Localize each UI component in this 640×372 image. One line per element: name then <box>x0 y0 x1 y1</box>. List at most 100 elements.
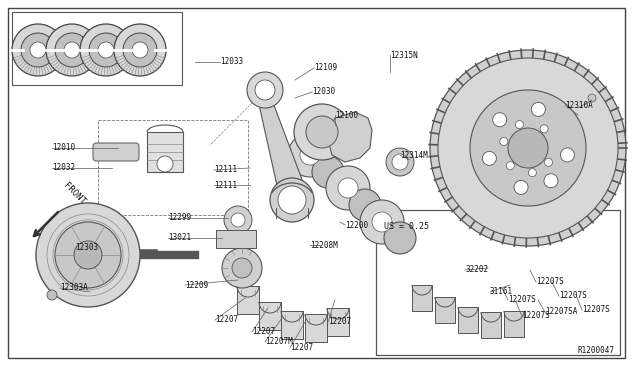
Circle shape <box>514 180 528 195</box>
Circle shape <box>55 33 89 67</box>
Circle shape <box>306 116 338 148</box>
Circle shape <box>157 156 173 172</box>
Bar <box>327 308 349 336</box>
Text: 12207S: 12207S <box>536 278 564 286</box>
Text: 12207: 12207 <box>252 327 275 337</box>
Text: 12208M: 12208M <box>310 241 338 250</box>
Text: 12207: 12207 <box>290 343 313 353</box>
Bar <box>12 12 182 85</box>
Circle shape <box>531 102 545 116</box>
Text: 12314M: 12314M <box>400 151 428 160</box>
Bar <box>259 302 281 330</box>
Circle shape <box>80 24 132 76</box>
Circle shape <box>430 50 626 246</box>
Text: 12207S: 12207S <box>508 295 536 305</box>
Circle shape <box>500 138 508 145</box>
Circle shape <box>529 169 536 177</box>
Bar <box>305 314 327 342</box>
Circle shape <box>312 156 344 188</box>
Circle shape <box>132 42 148 58</box>
Text: US = 0.25: US = 0.25 <box>384 222 429 231</box>
Text: 12010: 12010 <box>52 144 75 153</box>
Circle shape <box>46 24 98 76</box>
Circle shape <box>55 222 121 288</box>
Circle shape <box>255 80 275 100</box>
Text: 12207: 12207 <box>328 317 351 327</box>
Text: 12033: 12033 <box>220 58 243 67</box>
Text: R1200047: R1200047 <box>578 346 615 355</box>
Text: 12207S: 12207S <box>522 311 550 321</box>
Circle shape <box>278 186 306 214</box>
Text: 12303: 12303 <box>75 244 98 253</box>
Text: 12109: 12109 <box>314 64 337 73</box>
Text: 12310A: 12310A <box>565 100 593 109</box>
Text: 12299: 12299 <box>168 214 191 222</box>
Bar <box>435 297 455 323</box>
Bar <box>281 311 303 339</box>
Circle shape <box>36 203 140 307</box>
Circle shape <box>470 90 586 206</box>
Polygon shape <box>328 112 372 162</box>
Bar <box>237 286 259 314</box>
Circle shape <box>270 178 314 222</box>
Circle shape <box>508 128 548 168</box>
Circle shape <box>12 24 64 76</box>
Circle shape <box>493 113 507 127</box>
Text: 12030: 12030 <box>312 87 335 96</box>
Text: 31161: 31161 <box>490 288 513 296</box>
Circle shape <box>232 258 252 278</box>
Bar <box>458 307 478 333</box>
Circle shape <box>64 42 80 58</box>
Circle shape <box>360 200 404 244</box>
Circle shape <box>98 42 114 58</box>
Circle shape <box>114 24 166 76</box>
Circle shape <box>588 94 596 102</box>
Circle shape <box>47 290 57 300</box>
Bar <box>412 285 432 311</box>
Circle shape <box>247 72 283 108</box>
Circle shape <box>349 189 381 221</box>
Text: 12315N: 12315N <box>390 51 418 60</box>
Circle shape <box>89 33 123 67</box>
Circle shape <box>30 42 46 58</box>
Polygon shape <box>258 100 306 190</box>
Text: 12207S: 12207S <box>559 292 587 301</box>
Bar <box>481 312 501 338</box>
Circle shape <box>326 166 370 210</box>
Text: 12032: 12032 <box>52 164 75 173</box>
Circle shape <box>300 145 320 165</box>
Bar <box>504 311 524 337</box>
Text: 12209: 12209 <box>185 280 208 289</box>
Text: 12207S: 12207S <box>582 305 610 314</box>
Bar <box>147 132 183 172</box>
Circle shape <box>544 174 558 188</box>
Circle shape <box>288 133 332 177</box>
Circle shape <box>74 241 102 269</box>
Text: 12100: 12100 <box>335 110 358 119</box>
Text: 12111: 12111 <box>214 180 237 189</box>
Circle shape <box>540 125 548 133</box>
Circle shape <box>545 158 552 166</box>
Bar <box>376 210 620 355</box>
Circle shape <box>561 148 574 162</box>
Text: 12303A: 12303A <box>60 283 88 292</box>
Text: 32202: 32202 <box>465 266 488 275</box>
Circle shape <box>515 121 524 128</box>
Text: 12207: 12207 <box>215 315 238 324</box>
Text: 12207SA: 12207SA <box>545 308 577 317</box>
Text: 12200: 12200 <box>345 221 368 230</box>
Circle shape <box>123 33 157 67</box>
Circle shape <box>372 212 392 232</box>
Circle shape <box>438 58 618 238</box>
Text: 12111: 12111 <box>214 166 237 174</box>
Circle shape <box>384 222 416 254</box>
Bar <box>98 120 248 215</box>
Circle shape <box>21 33 55 67</box>
Circle shape <box>506 162 515 170</box>
Circle shape <box>392 154 408 170</box>
Circle shape <box>483 151 497 165</box>
Circle shape <box>222 248 262 288</box>
Circle shape <box>294 104 350 160</box>
Circle shape <box>231 213 245 227</box>
Circle shape <box>386 148 414 176</box>
